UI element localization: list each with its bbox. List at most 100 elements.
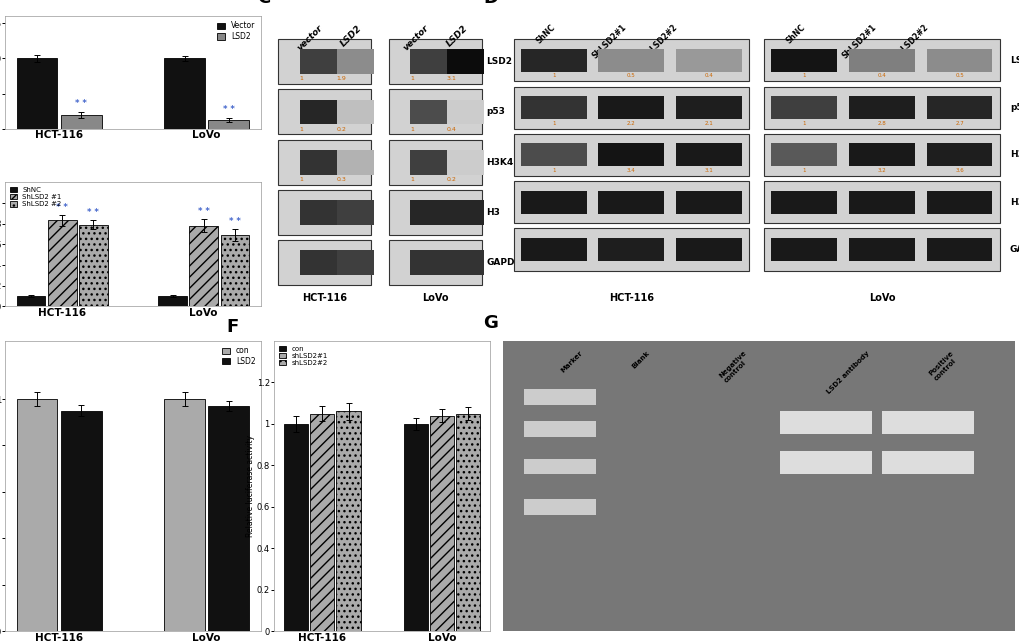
- Legend: con, shLSD2#1, shLSD2#2: con, shLSD2#1, shLSD2#2: [277, 345, 329, 368]
- Bar: [388, 240, 481, 285]
- Bar: [514, 229, 748, 270]
- Bar: [278, 190, 371, 235]
- Bar: [278, 90, 371, 135]
- Bar: [521, 144, 586, 167]
- Bar: [61, 411, 102, 631]
- Text: H3K4me2: H3K4me2: [1009, 151, 1019, 160]
- Text: LoVo: LoVo: [868, 293, 895, 303]
- Text: 1: 1: [410, 176, 414, 182]
- Text: 3.6: 3.6: [954, 168, 963, 173]
- Bar: [446, 250, 484, 275]
- Bar: [164, 59, 205, 129]
- Bar: [676, 238, 741, 261]
- Text: Positive
control: Positive control: [927, 350, 959, 381]
- Text: * *: * *: [223, 105, 234, 114]
- Bar: [283, 424, 308, 631]
- Bar: [300, 250, 336, 275]
- Text: 0.4: 0.4: [704, 73, 712, 79]
- Text: LSD2 antibody: LSD2 antibody: [824, 350, 870, 395]
- Text: 0.5: 0.5: [954, 73, 963, 79]
- Bar: [388, 190, 481, 235]
- Text: LSD2: LSD2: [444, 23, 469, 48]
- Text: 1: 1: [551, 73, 555, 79]
- Bar: [278, 140, 371, 185]
- Text: ShLSD2#1: ShLSD2#1: [590, 23, 628, 61]
- Bar: [925, 238, 991, 261]
- Text: * *: * *: [88, 208, 99, 217]
- Text: C: C: [257, 0, 270, 7]
- Bar: [848, 49, 914, 72]
- Bar: [770, 238, 837, 261]
- Text: 3.4: 3.4: [627, 168, 635, 173]
- Bar: [848, 144, 914, 167]
- Text: 1: 1: [802, 168, 805, 173]
- Bar: [336, 200, 374, 225]
- Bar: [336, 100, 374, 124]
- Text: ShLSD2#2: ShLSD2#2: [641, 23, 679, 61]
- Text: 1: 1: [551, 121, 555, 126]
- Bar: [300, 150, 336, 175]
- Text: LSD2: LSD2: [485, 57, 512, 66]
- Text: F: F: [226, 317, 238, 336]
- Text: LoVo: LoVo: [422, 293, 448, 303]
- Bar: [598, 238, 663, 261]
- Y-axis label: Relative luciferase activity: Relative luciferase activity: [246, 435, 255, 537]
- Text: LSD2: LSD2: [1009, 56, 1019, 65]
- Bar: [208, 406, 249, 631]
- Text: 1: 1: [300, 127, 304, 131]
- Bar: [881, 451, 973, 475]
- Bar: [16, 59, 57, 129]
- Bar: [336, 250, 374, 275]
- Text: 3.1: 3.1: [446, 77, 457, 81]
- Text: 1: 1: [300, 176, 304, 182]
- Text: * *: * *: [56, 203, 68, 212]
- Bar: [208, 120, 249, 129]
- Text: p53: p53: [485, 108, 504, 117]
- Text: 1: 1: [410, 127, 414, 131]
- Bar: [521, 238, 586, 261]
- Bar: [514, 39, 748, 81]
- Bar: [446, 50, 484, 74]
- Bar: [770, 96, 837, 119]
- Bar: [410, 50, 446, 74]
- Text: 0.2: 0.2: [446, 176, 457, 182]
- Text: D: D: [483, 0, 497, 7]
- Bar: [676, 49, 741, 72]
- Text: 3.2: 3.2: [876, 168, 886, 173]
- Text: vector: vector: [401, 23, 430, 53]
- Text: 0.4: 0.4: [446, 127, 457, 131]
- Bar: [763, 181, 999, 223]
- Text: Blank: Blank: [631, 350, 650, 370]
- Bar: [524, 499, 595, 515]
- Bar: [514, 86, 748, 129]
- Text: 0.3: 0.3: [336, 176, 346, 182]
- Bar: [48, 220, 76, 306]
- Bar: [524, 389, 595, 405]
- Text: GAPDH: GAPDH: [1009, 245, 1019, 254]
- Bar: [158, 296, 186, 306]
- Bar: [16, 399, 57, 631]
- Bar: [770, 49, 837, 72]
- Bar: [410, 250, 446, 275]
- Bar: [220, 235, 249, 306]
- Bar: [514, 181, 748, 223]
- Text: 1: 1: [802, 121, 805, 126]
- Bar: [598, 49, 663, 72]
- Bar: [388, 39, 481, 84]
- Bar: [300, 100, 336, 124]
- Bar: [278, 39, 371, 84]
- Bar: [521, 96, 586, 119]
- Bar: [925, 96, 991, 119]
- Text: 0.4: 0.4: [876, 73, 886, 79]
- Bar: [78, 225, 108, 306]
- Text: G: G: [483, 314, 497, 332]
- Text: 1: 1: [802, 73, 805, 79]
- Bar: [278, 240, 371, 285]
- Bar: [763, 39, 999, 81]
- Bar: [524, 459, 595, 475]
- Bar: [446, 150, 484, 175]
- Text: HCT-116: HCT-116: [608, 293, 653, 303]
- Bar: [446, 200, 484, 225]
- Text: 2.1: 2.1: [704, 121, 712, 126]
- Text: 1: 1: [551, 168, 555, 173]
